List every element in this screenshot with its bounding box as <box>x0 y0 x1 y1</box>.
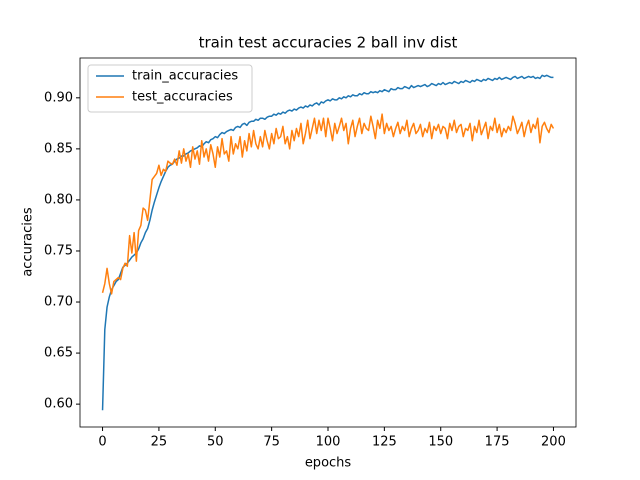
legend-box <box>87 64 253 113</box>
x-tick-label: 25 <box>151 435 168 450</box>
y-tick-label: 0.90 <box>44 90 73 105</box>
legend-label: test_accuracies <box>132 90 233 105</box>
x-tick-label: 0 <box>98 435 106 450</box>
line-series <box>101 113 555 295</box>
y-tick-label: 0.60 <box>44 397 73 412</box>
x-tick-label: 200 <box>541 435 566 450</box>
x-tick-label: 125 <box>372 435 397 450</box>
y-tick-label: 0.85 <box>44 141 73 156</box>
y-tick-label: 0.80 <box>44 192 73 207</box>
axes-frame <box>79 57 577 428</box>
y-axis-label: accuracies <box>21 207 36 277</box>
x-tick-label: 150 <box>428 435 453 450</box>
y-tick-label: 0.75 <box>44 243 73 258</box>
y-tick-label: 0.70 <box>44 295 73 310</box>
y-tick-label: 0.65 <box>44 346 73 361</box>
x-tick-label: 50 <box>207 435 224 450</box>
x-tick-label: 75 <box>263 435 280 450</box>
x-tick-label: 100 <box>316 435 341 450</box>
legend-label: train_accuracies <box>132 69 238 84</box>
x-axis-label: epochs <box>305 456 352 471</box>
chart-title: train test accuracies 2 ball inv dist <box>199 34 458 52</box>
x-tick-label: 175 <box>485 435 510 450</box>
